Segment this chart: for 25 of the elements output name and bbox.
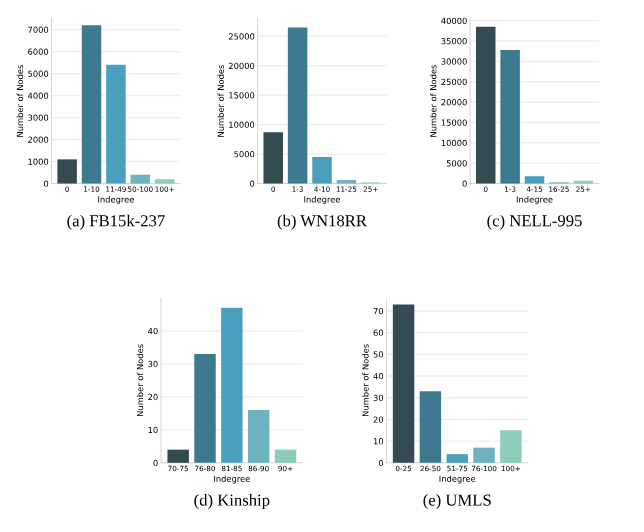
bar xyxy=(263,132,283,184)
bar xyxy=(167,449,189,463)
bar xyxy=(446,454,468,463)
bar xyxy=(500,430,522,463)
bar xyxy=(247,410,270,463)
text: (c) NELL-995 xyxy=(487,214,582,230)
bar xyxy=(221,307,243,463)
bar xyxy=(524,176,545,184)
text: (b) WN18RR xyxy=(277,214,367,230)
bar xyxy=(287,27,308,184)
bar xyxy=(274,449,297,463)
text: (a) FB15k-237 xyxy=(67,214,165,230)
bar xyxy=(194,353,216,463)
bar xyxy=(57,159,77,184)
bar xyxy=(473,447,495,463)
bar xyxy=(106,64,126,184)
bar xyxy=(475,26,496,184)
bar xyxy=(81,25,102,184)
bar xyxy=(500,49,520,184)
text: (d) Kinship xyxy=(194,493,270,510)
bar xyxy=(392,304,415,463)
bar xyxy=(419,391,442,463)
bar xyxy=(130,174,151,184)
text: (e) UMLS xyxy=(423,493,491,510)
bar xyxy=(312,157,332,184)
